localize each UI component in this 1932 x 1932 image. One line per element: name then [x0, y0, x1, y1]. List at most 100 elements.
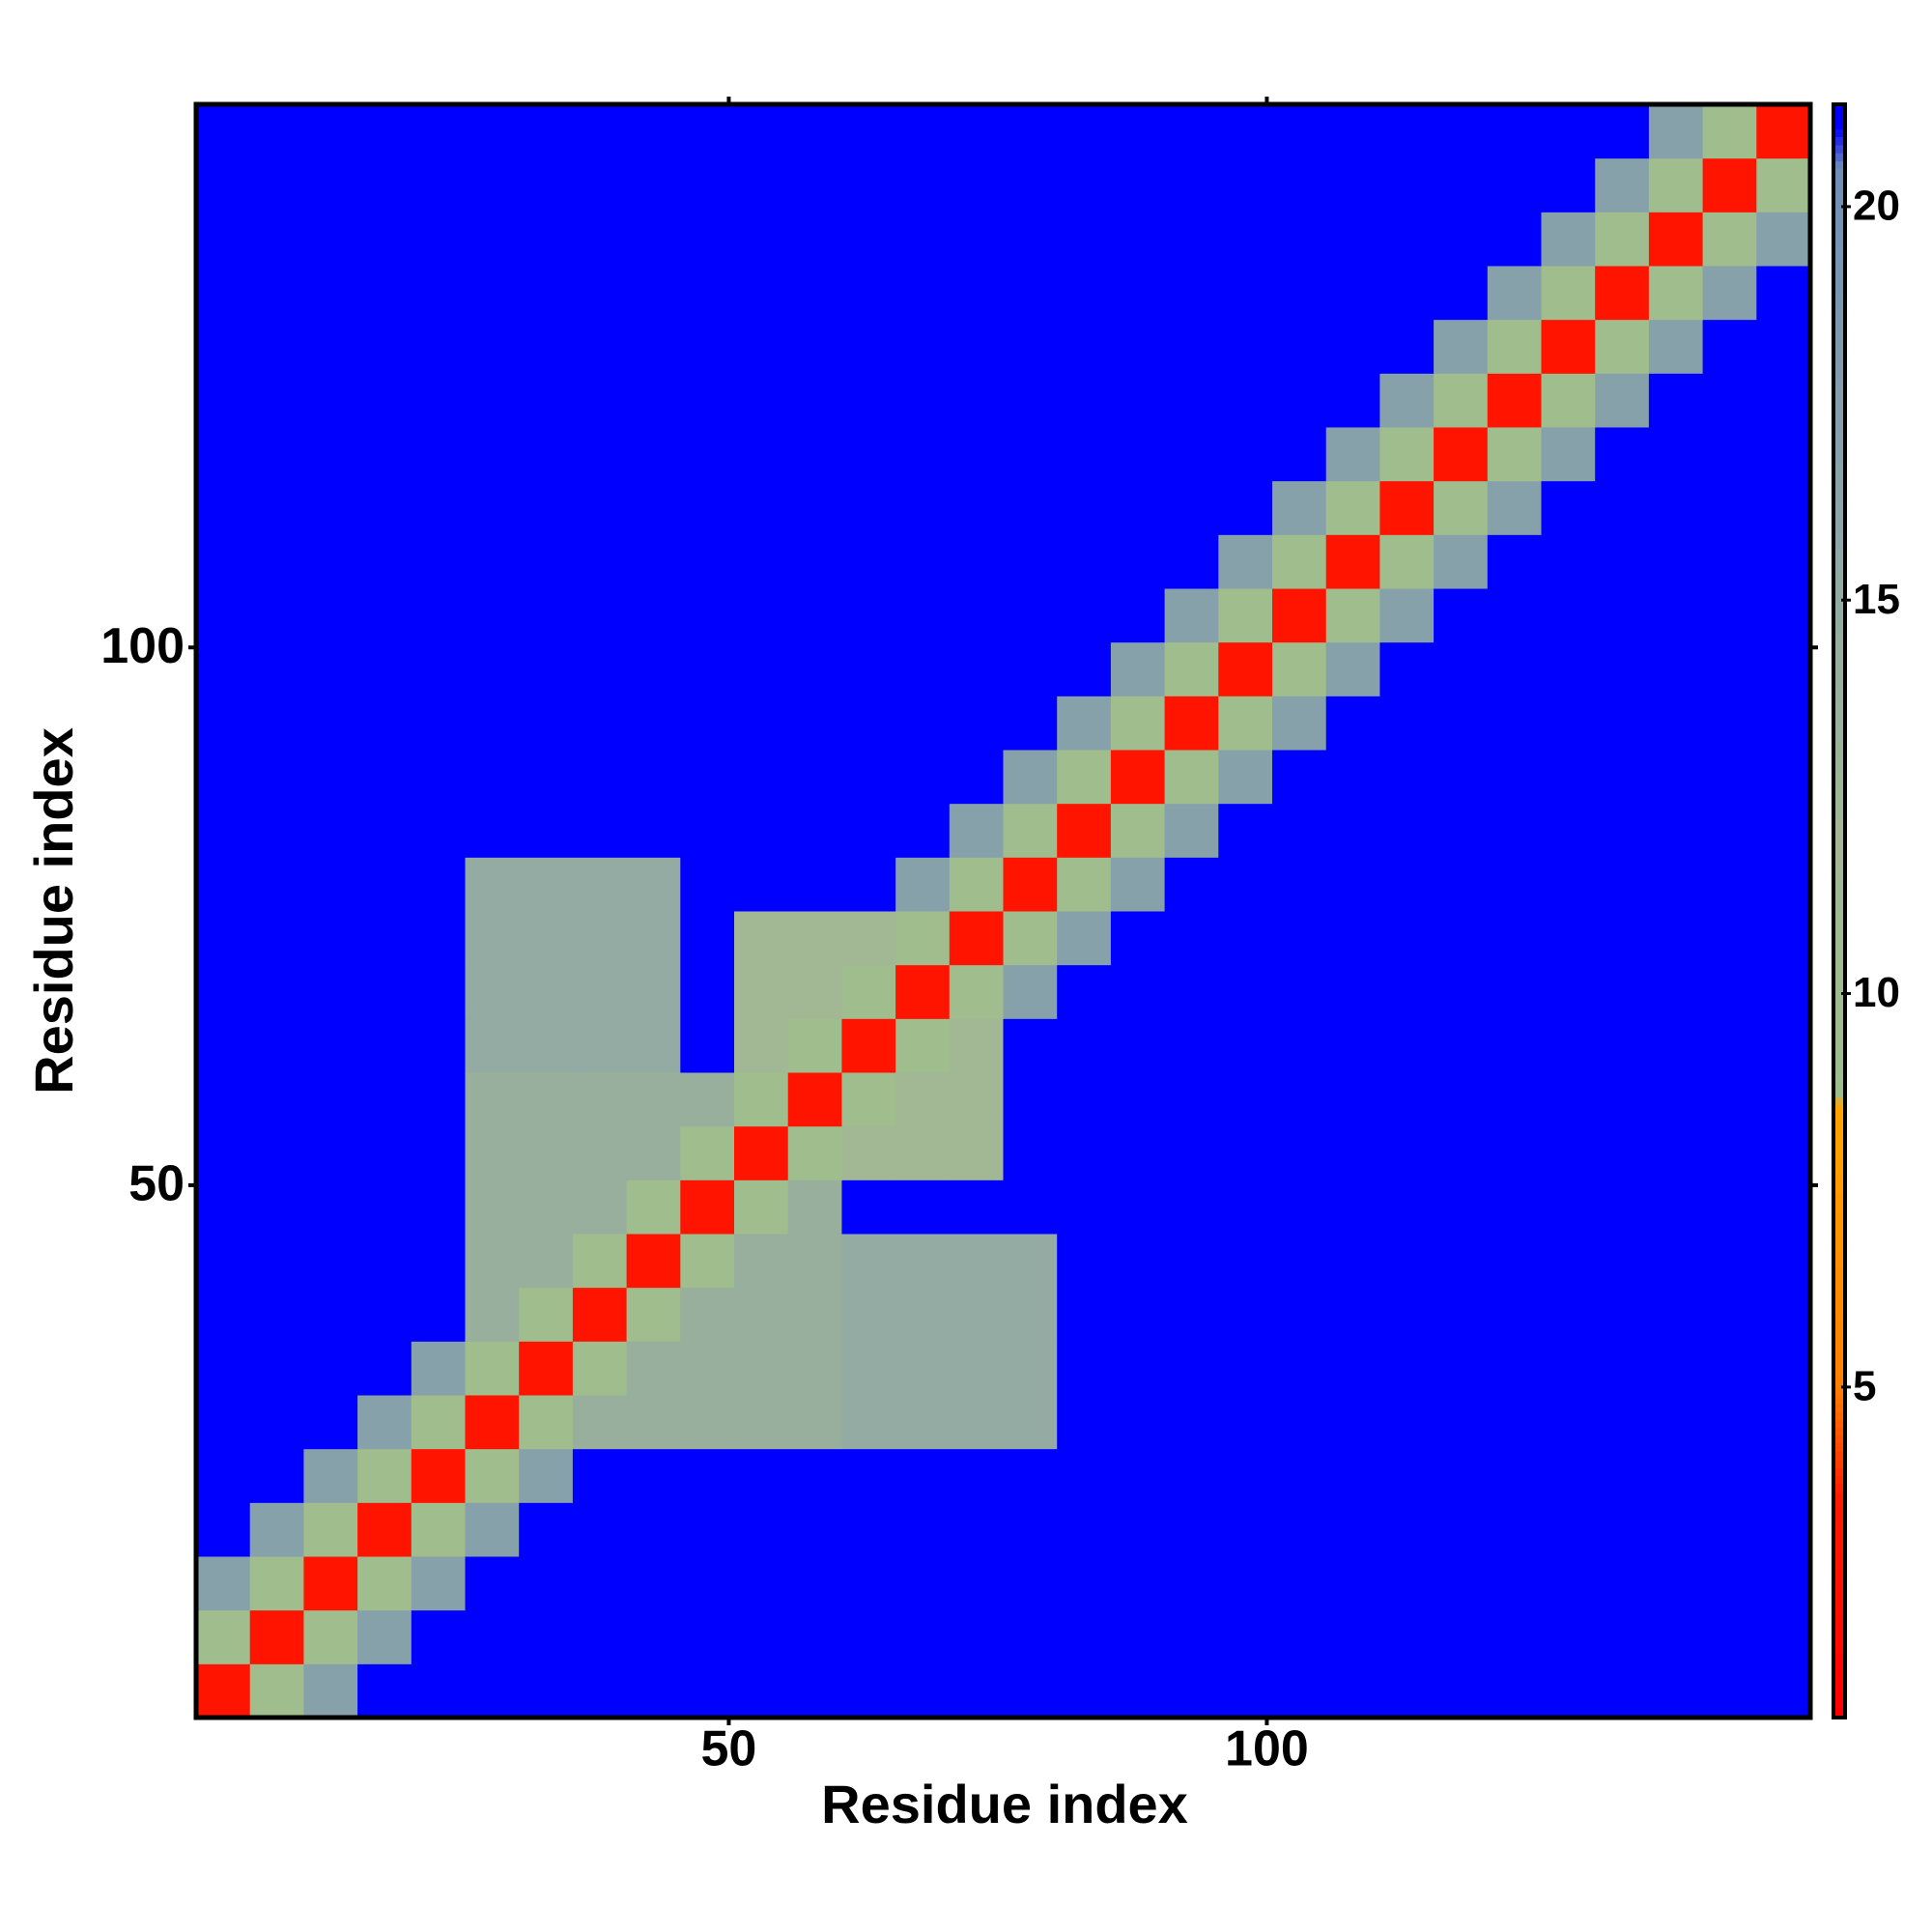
heatmap-cell [1218, 319, 1273, 374]
heatmap-cell [680, 1448, 735, 1503]
heatmap-cell [1379, 1287, 1435, 1342]
heatmap-cell [1434, 212, 1489, 267]
heatmap-cell [1003, 104, 1058, 159]
heatmap-cell [1379, 319, 1435, 374]
heatmap-cell [626, 1287, 681, 1342]
heatmap-cell [1057, 266, 1112, 321]
heatmap-cell [1756, 1556, 1811, 1611]
heatmap-cell [1218, 911, 1273, 966]
heatmap-cell [734, 1018, 789, 1073]
heatmap-cell [787, 1125, 842, 1180]
colorbar-segment [1833, 1644, 1845, 1654]
heatmap-cell [572, 104, 628, 159]
heatmap-cell [1648, 212, 1704, 267]
heatmap-cell [680, 1609, 735, 1664]
colorbar-segment [1833, 136, 1845, 146]
heatmap-cell [1487, 803, 1542, 858]
heatmap-cell [519, 1395, 574, 1450]
heatmap-cell [626, 212, 681, 267]
heatmap-cell [626, 1609, 681, 1664]
colorbar-segment [1833, 273, 1845, 283]
heatmap-cell [949, 373, 1004, 428]
heatmap-cell [1434, 1395, 1489, 1450]
heatmap-cell [680, 1395, 735, 1450]
heatmap-cell [1057, 911, 1112, 966]
heatmap-cell [1325, 427, 1380, 482]
heatmap-cell [249, 104, 304, 159]
heatmap-cell [1434, 1609, 1489, 1664]
colorbar-segment [1833, 104, 1845, 113]
colorbar-segment [1833, 1507, 1845, 1517]
heatmap-cell [1218, 427, 1273, 482]
heatmap-cell [949, 157, 1004, 213]
heatmap-cell [1648, 750, 1704, 805]
heatmap-cell [1057, 1395, 1112, 1450]
heatmap-cell [303, 964, 358, 1019]
heatmap-cell [1379, 266, 1435, 321]
heatmap-cell [626, 641, 681, 696]
heatmap-cell [1595, 1179, 1650, 1235]
heatmap-cell [196, 1609, 251, 1664]
colorbar-segment [1833, 1612, 1845, 1622]
y-axis-title: Residue index [23, 727, 84, 1094]
heatmap-cell [1595, 319, 1650, 374]
heatmap-cell [626, 1179, 681, 1235]
heatmap-cell [841, 1502, 896, 1557]
heatmap-cell [519, 157, 574, 213]
heatmap-cell [626, 480, 681, 535]
heatmap-cell [949, 750, 1004, 805]
heatmap-cell [411, 588, 466, 643]
heatmap-cell [787, 319, 842, 374]
heatmap-cell [1541, 641, 1596, 696]
heatmap-cell [1110, 1125, 1166, 1180]
heatmap-cell [572, 319, 628, 374]
heatmap-cell [1325, 1556, 1380, 1611]
colorbar-segment [1833, 1169, 1845, 1179]
heatmap-cell [787, 1609, 842, 1664]
heatmap-cell [1057, 373, 1112, 428]
colorbar-segment [1833, 1145, 1845, 1154]
heatmap-cell [1379, 1502, 1435, 1557]
heatmap-cell [680, 857, 735, 912]
heatmap-cell [1057, 588, 1112, 643]
colorbar-segment [1833, 1112, 1845, 1122]
colorbar-segment [1833, 685, 1845, 695]
colorbar-segment [1833, 225, 1845, 235]
colorbar-segment [1833, 1290, 1845, 1299]
heatmap-cell [1379, 1448, 1435, 1503]
heatmap-cell [626, 534, 681, 589]
heatmap-cell [1003, 1448, 1058, 1503]
heatmap-cell [1110, 266, 1166, 321]
heatmap-cell [1648, 480, 1704, 535]
heatmap-cell [1541, 212, 1596, 267]
heatmap-cell [1595, 534, 1650, 589]
colorbar-segment [1833, 185, 1845, 194]
heatmap-cell [465, 857, 520, 912]
heatmap-cell [1595, 1341, 1650, 1396]
heatmap-cell [572, 803, 628, 858]
colorbar-segment [1833, 1032, 1845, 1041]
heatmap-cell [949, 1609, 1004, 1664]
heatmap-cell [1487, 534, 1542, 589]
colorbar-tick-label: 5 [1853, 1362, 1876, 1409]
heatmap-cell [1057, 696, 1112, 751]
heatmap-cell [841, 696, 896, 751]
heatmap-cell [1648, 1072, 1704, 1127]
heatmap-cell [303, 588, 358, 643]
heatmap-cell [1541, 588, 1596, 643]
heatmap-cell [734, 1125, 789, 1180]
heatmap-cell [949, 427, 1004, 482]
heatmap-cell [1379, 1018, 1435, 1073]
heatmap-cell [519, 1502, 574, 1557]
colorbar-segment [1833, 1492, 1845, 1501]
heatmap-cell [519, 212, 574, 267]
heatmap-cell [572, 157, 628, 213]
heatmap-cell [1487, 427, 1542, 482]
heatmap-cell [1487, 212, 1542, 267]
colorbar-segment [1833, 411, 1845, 420]
heatmap-cell [249, 1556, 304, 1611]
heatmap-cell [734, 696, 789, 751]
heatmap-cell [249, 1287, 304, 1342]
heatmap-cell [1648, 319, 1704, 374]
colorbar-segment [1833, 741, 1845, 751]
